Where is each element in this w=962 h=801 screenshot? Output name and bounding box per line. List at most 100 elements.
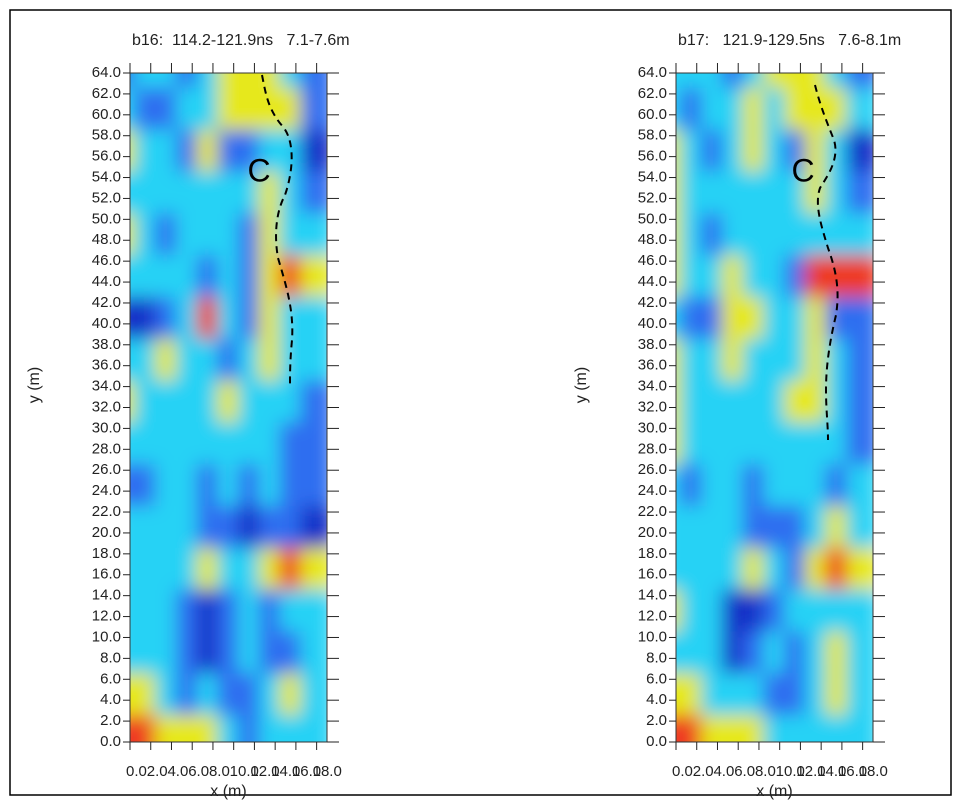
x-tick-label: 16.0 [292, 763, 321, 780]
annotation: C [247, 152, 270, 188]
y-tick-label: 10.0 [92, 628, 121, 645]
y-tick-label: 40.0 [638, 315, 667, 332]
x-tick-label: 2.0 [693, 763, 714, 780]
x-tick-label: 2.0 [147, 763, 168, 780]
y-tick-label: 44.0 [92, 273, 121, 290]
x-tick-label: 6.0 [188, 763, 209, 780]
y-tick-label: 62.0 [638, 85, 667, 102]
heatmap [676, 73, 873, 742]
y-tick-label: 20.0 [638, 524, 667, 541]
y-tick-label: 54.0 [92, 169, 121, 186]
heatmap-cells [676, 73, 873, 742]
y-tick-label: 20.0 [92, 524, 121, 541]
y-tick-label: 28.0 [92, 440, 121, 457]
y-axis-label: y (m) [573, 367, 590, 403]
x-tick-label: 12.0 [250, 763, 279, 780]
y-tick-label: 30.0 [92, 419, 121, 436]
y-tick-label: 60.0 [638, 106, 667, 123]
y-tick-label: 62.0 [92, 85, 121, 102]
y-tick-label: 22.0 [92, 503, 121, 520]
y-tick-label: 24.0 [638, 482, 667, 499]
y-tick-label: 60.0 [92, 106, 121, 123]
chart-title: b16: 114.2-121.9ns 7.1-7.6m [132, 32, 350, 49]
y-tick-label: 58.0 [638, 127, 667, 144]
x-tick-label: 14.0 [817, 763, 846, 780]
x-tick-label: 8.0 [755, 763, 776, 780]
y-axis-label: y (m) [26, 367, 43, 403]
y-tick-label: 38.0 [638, 336, 667, 353]
y-tick-label: 48.0 [638, 231, 667, 248]
y-tick-label: 54.0 [638, 169, 667, 186]
y-tick-label: 12.0 [638, 608, 667, 625]
y-tick-label: 50.0 [92, 210, 121, 227]
x-tick-label: 0.0 [672, 763, 693, 780]
y-tick-label: 2.0 [100, 712, 121, 729]
y-tick-label: 18.0 [638, 545, 667, 562]
x-tick-label: 16.0 [838, 763, 867, 780]
y-tick-label: 46.0 [92, 252, 121, 269]
y-tick-label: 6.0 [646, 670, 667, 687]
heatmap-cells [130, 73, 327, 742]
y-tick-label: 46.0 [638, 252, 667, 269]
trace-line [814, 84, 839, 441]
x-tick-label: 10.0 [230, 763, 259, 780]
y-tick-label: 10.0 [638, 628, 667, 645]
y-tick-label: 56.0 [638, 148, 667, 165]
y-tick-label: 16.0 [638, 566, 667, 583]
x-axis-label: x (m) [210, 783, 246, 800]
y-tick-label: 56.0 [92, 148, 121, 165]
y-tick-label: 40.0 [92, 315, 121, 332]
y-tick-label: 50.0 [638, 210, 667, 227]
trace-line [261, 74, 294, 386]
x-tick-label: 4.0 [167, 763, 188, 780]
x-tick-label: 12.0 [796, 763, 825, 780]
heatmap [130, 73, 327, 742]
y-tick-label: 4.0 [100, 691, 121, 708]
x-tick-label: 0.0 [126, 763, 147, 780]
y-tick-label: 4.0 [646, 691, 667, 708]
y-tick-label: 22.0 [638, 503, 667, 520]
y-tick-label: 6.0 [100, 670, 121, 687]
y-tick-label: 8.0 [646, 649, 667, 666]
panel: 0.02.04.06.08.010.012.014.016.018.020.02… [573, 32, 901, 800]
x-axis-label: x (m) [756, 783, 792, 800]
y-tick-label: 26.0 [92, 461, 121, 478]
frame [9, 9, 952, 796]
y-tick-label: 38.0 [92, 336, 121, 353]
y-tick-label: 2.0 [646, 712, 667, 729]
x-tick-label: 18.0 [313, 763, 342, 780]
x-tick-label: 8.0 [209, 763, 230, 780]
chart-title: b17: 121.9-129.5ns 7.6-8.1m [678, 32, 901, 49]
y-tick-label: 64.0 [638, 64, 667, 81]
y-tick-label: 12.0 [92, 608, 121, 625]
y-tick-label: 58.0 [92, 127, 121, 144]
y-tick-label: 16.0 [92, 566, 121, 583]
y-tick-label: 30.0 [638, 419, 667, 436]
y-tick-label: 26.0 [638, 461, 667, 478]
y-tick-label: 36.0 [92, 357, 121, 374]
x-tick-label: 10.0 [776, 763, 805, 780]
y-tick-label: 18.0 [92, 545, 121, 562]
y-tick-label: 34.0 [638, 378, 667, 395]
y-tick-label: 0.0 [100, 733, 121, 750]
y-tick-label: 34.0 [92, 378, 121, 395]
y-tick-label: 48.0 [92, 231, 121, 248]
x-tick-label: 14.0 [271, 763, 300, 780]
y-tick-label: 42.0 [92, 294, 121, 311]
y-tick-label: 32.0 [92, 398, 121, 415]
heat-cell [300, 715, 327, 742]
x-tick-label: 18.0 [859, 763, 888, 780]
y-tick-label: 64.0 [92, 64, 121, 81]
y-tick-label: 32.0 [638, 398, 667, 415]
annotation: C [791, 152, 814, 188]
y-tick-label: 42.0 [638, 294, 667, 311]
y-tick-label: 14.0 [92, 587, 121, 604]
y-tick-label: 24.0 [92, 482, 121, 499]
y-tick-label: 0.0 [646, 733, 667, 750]
x-tick-label: 4.0 [713, 763, 734, 780]
y-tick-label: 52.0 [638, 189, 667, 206]
x-tick-label: 6.0 [734, 763, 755, 780]
y-tick-label: 44.0 [638, 273, 667, 290]
heat-cell [846, 715, 873, 742]
